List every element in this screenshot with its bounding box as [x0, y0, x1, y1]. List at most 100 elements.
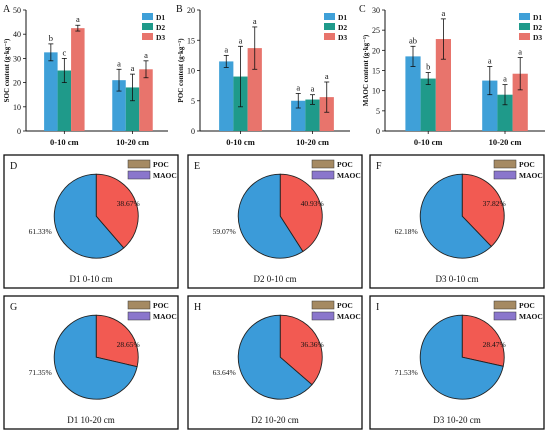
bar-D2: [497, 94, 513, 131]
pie-caption: D3 10-20 cm: [433, 415, 481, 425]
bar-D1: [482, 80, 498, 131]
bar-D2: [125, 87, 140, 131]
panel-letter: B: [176, 4, 183, 15]
legend-label: MAOC: [337, 171, 361, 180]
legend-label: D1: [533, 13, 542, 22]
legend-swatch-POC: [311, 159, 335, 169]
pie-panel-D: D POC MAOC 38.67% 61.33% D1 0-10 cm: [3, 154, 179, 289]
pie-panel-H: H POC MAOC 36.36% 63.64% D2 10-20 cm: [187, 295, 363, 430]
significance-letter: a: [503, 74, 507, 84]
slice-percent-label: 28.47%: [483, 340, 506, 349]
legend-swatch-MAOC: [493, 170, 517, 180]
bar-D3: [512, 73, 528, 131]
slice-percent-label: 59.07%: [213, 227, 236, 236]
legend-swatch-D3: [324, 33, 335, 40]
bar-D3: [319, 97, 334, 131]
legend-label: MAOC: [519, 312, 543, 321]
y-tick-label: 15: [187, 36, 195, 45]
panel-letter: I: [376, 302, 379, 313]
x-tick-label: 10-20 cm: [489, 137, 522, 147]
y-tick-label: 5: [191, 97, 195, 106]
y-tick-label: 40: [13, 30, 21, 39]
significance-letter: b: [426, 62, 430, 72]
bar-chart-C: C 0 5 10 15 20 25 30 MAOC content (g·kg⁻¹) 0-10 c…: [359, 4, 545, 147]
pie-slice-POC: [95, 314, 139, 368]
y-axis-label: SOC content (g·kg⁻¹): [3, 38, 11, 102]
pie-panel-I: I POC MAOC 28.47% 71.53% D3 10-20 cm: [369, 295, 545, 430]
pie-slice-POC: [95, 173, 139, 249]
x-tick-label: 0-10 cm: [414, 137, 443, 147]
bar-D1: [112, 80, 126, 131]
legend-label: POC: [337, 301, 353, 310]
bar-D3: [435, 39, 451, 131]
legend-label: D2: [338, 23, 347, 32]
slice-percent-label: 63.64%: [213, 368, 236, 377]
significance-letter: a: [296, 82, 300, 92]
y-tick-label: 30: [13, 54, 21, 63]
legend-label: MAOC: [153, 312, 177, 321]
legend-swatch-POC: [311, 300, 335, 310]
significance-letter: a: [117, 58, 121, 68]
pie-slice-MAOC: [53, 173, 125, 259]
bar-D1: [44, 52, 58, 131]
panel-frame: [369, 295, 545, 430]
y-tick-label: 20: [372, 46, 380, 55]
slice-percent-label: 61.33%: [29, 227, 52, 236]
y-axis-label: MAOC content (g·kg⁻¹): [362, 34, 370, 106]
legend-swatch-MAOC: [127, 311, 151, 321]
legend-label: POC: [519, 160, 535, 169]
bar-D2: [305, 99, 320, 131]
legend-swatch-MAOC: [311, 170, 335, 180]
legend-swatch-MAOC: [311, 311, 335, 321]
y-tick-label: 0: [191, 127, 195, 136]
y-tick-label: 25: [372, 26, 380, 35]
pie-slice-POC: [461, 314, 505, 367]
panel-letter: D: [10, 161, 17, 172]
y-tick-label: 15: [372, 67, 380, 76]
panel-frame: [3, 154, 179, 289]
legend-swatch-D2: [519, 23, 530, 30]
slice-percent-label: 40.93%: [301, 199, 324, 208]
pie-slice-MAOC: [237, 314, 313, 400]
slice-percent-label: 38.67%: [117, 199, 140, 208]
pie-slice-MAOC: [419, 173, 492, 259]
x-tick-label: 0-10 cm: [226, 137, 255, 147]
panel-letter: E: [194, 161, 200, 172]
significance-letter: b: [49, 33, 53, 43]
legend-label: D3: [338, 33, 347, 42]
bar-D3: [247, 48, 262, 131]
pie-slice-POC: [461, 173, 505, 248]
bar-chart-A: A 0 10 20 30 40 50 SOC content (g·kg⁻¹) 0-10 cm b…: [3, 4, 168, 147]
slice-percent-label: 71.53%: [395, 368, 418, 377]
bar-D1: [405, 56, 421, 132]
panel-frame: [187, 154, 363, 289]
bar-D1: [291, 100, 306, 131]
pie-caption: D1 0-10 cm: [70, 274, 113, 284]
slice-percent-label: 28.65%: [117, 340, 140, 349]
slice-percent-label: 71.35%: [29, 368, 52, 377]
pie-slice-MAOC: [237, 173, 304, 259]
panel-letter: A: [3, 4, 11, 15]
legend-swatch-POC: [493, 159, 517, 169]
legend-label: POC: [337, 160, 353, 169]
y-tick-label: 0: [376, 127, 380, 136]
pie-caption: D2 10-20 cm: [251, 415, 299, 425]
pie-panel-G: G POC MAOC 28.65% 71.35% D1 10-20 cm: [3, 295, 179, 430]
legend-swatch-D1: [142, 13, 153, 20]
significance-letter: a: [239, 35, 243, 45]
pie-caption: D1 10-20 cm: [67, 415, 115, 425]
significance-letter: a: [224, 44, 228, 54]
significance-letter: a: [488, 55, 492, 65]
significance-letter: a: [325, 71, 329, 81]
y-tick-label: 10: [187, 67, 195, 76]
bar-D3: [71, 28, 85, 131]
significance-letter: a: [518, 47, 522, 57]
legend-label: POC: [153, 160, 169, 169]
legend-label: D2: [156, 23, 165, 32]
significance-letter: c: [62, 47, 66, 57]
significance-letter: a: [253, 16, 257, 26]
pie-caption: D3 0-10 cm: [436, 274, 479, 284]
pie-slice-MAOC: [53, 314, 138, 400]
significance-letter: ab: [409, 35, 417, 45]
pie-slice-POC: [279, 314, 323, 386]
